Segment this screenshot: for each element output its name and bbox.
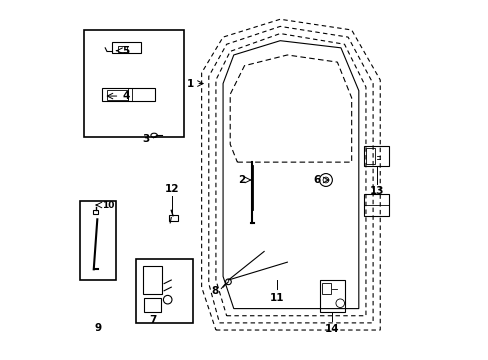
Text: 6: 6: [312, 175, 320, 185]
Bar: [364, 194, 388, 216]
Bar: [365, 148, 374, 164]
Bar: [322, 283, 330, 294]
Text: 3: 3: [142, 134, 149, 144]
Text: 11: 11: [269, 293, 284, 303]
Bar: [107, 90, 128, 100]
Bar: [135, 258, 192, 323]
Bar: [142, 266, 162, 294]
Text: 4: 4: [122, 91, 129, 101]
Text: 7: 7: [149, 315, 157, 325]
Text: 8: 8: [211, 286, 218, 296]
Text: 14: 14: [324, 324, 339, 334]
Bar: [112, 42, 141, 53]
Bar: [118, 46, 126, 52]
Text: 13: 13: [369, 186, 384, 196]
Bar: [83, 30, 183, 137]
Bar: [364, 146, 388, 166]
Bar: [168, 215, 177, 221]
Text: 12: 12: [164, 184, 179, 194]
Text: 1: 1: [186, 78, 193, 89]
Bar: [80, 202, 116, 280]
Bar: [102, 88, 155, 102]
Text: 5: 5: [122, 46, 129, 56]
Text: 10: 10: [102, 201, 114, 210]
Bar: [93, 210, 98, 214]
Text: 2: 2: [238, 175, 245, 185]
Bar: [144, 298, 160, 312]
Bar: [319, 280, 344, 312]
Text: 9: 9: [94, 323, 102, 333]
